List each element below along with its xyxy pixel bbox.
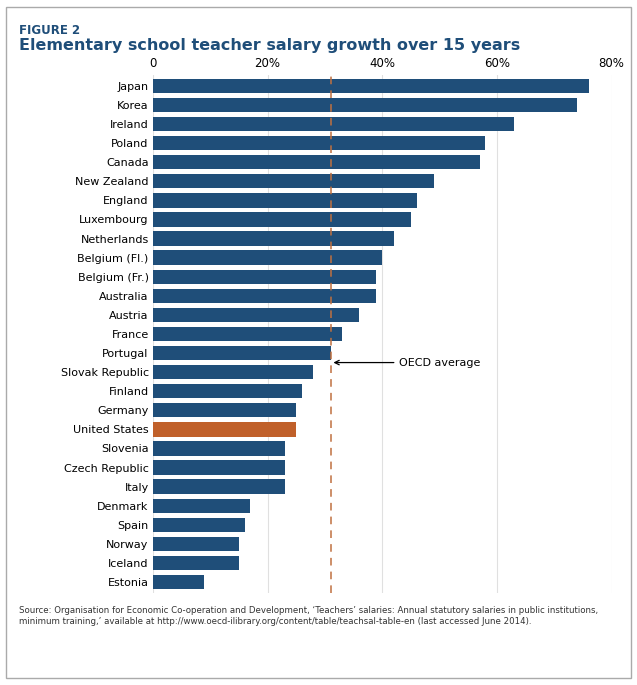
Bar [153,518,245,532]
Bar [153,98,577,112]
Bar [153,288,376,303]
Text: FIGURE 2: FIGURE 2 [19,24,80,37]
Bar [153,441,285,456]
Bar [153,327,342,341]
Text: OECD average: OECD average [335,358,481,368]
Bar [153,117,514,131]
Bar [153,499,250,513]
Text: Source: Organisation for Economic Co-operation and Development, ‘Teachers’ salar: Source: Organisation for Economic Co-ope… [19,606,598,625]
Bar [153,212,411,227]
Bar [153,556,239,570]
Bar [153,365,313,379]
Bar [153,479,285,494]
Bar [153,346,331,360]
Bar [153,155,480,169]
Bar [153,308,359,322]
Bar [153,403,296,417]
Text: Elementary school teacher salary growth over 15 years: Elementary school teacher salary growth … [19,38,520,53]
Bar [153,269,376,284]
Bar [153,251,382,265]
Bar [153,232,394,246]
Bar [153,193,417,208]
Bar [153,460,285,475]
Bar [153,174,434,188]
Bar [153,537,239,551]
Bar [153,422,296,436]
Bar [153,136,485,150]
Bar [153,79,589,93]
Bar [153,384,302,399]
Bar [153,575,204,589]
